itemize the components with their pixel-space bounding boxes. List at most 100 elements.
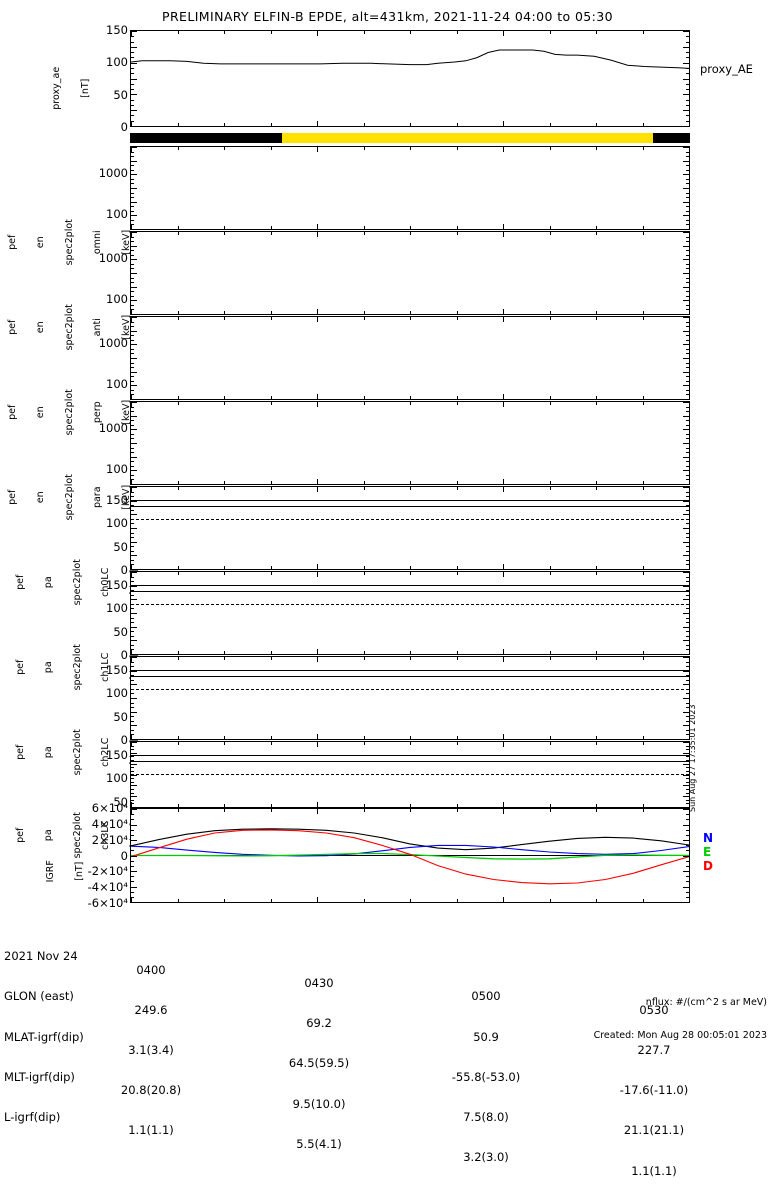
x-tick <box>596 657 597 660</box>
x-tick <box>177 899 179 902</box>
ylabel-line: en <box>34 236 46 249</box>
y-tick <box>131 309 134 311</box>
x-tick <box>270 657 272 660</box>
y-tick <box>683 201 689 203</box>
y-tick <box>131 781 134 783</box>
y-tick <box>683 613 689 614</box>
y-tick <box>131 564 134 566</box>
x-tick <box>503 224 504 229</box>
y-tick <box>131 156 134 158</box>
y-tick <box>131 399 137 400</box>
y-tick <box>131 829 134 831</box>
x-tick <box>270 651 272 654</box>
y-tick <box>131 241 134 243</box>
ytick-igrf-2e4: 2×10⁴ <box>91 832 128 847</box>
x-tick <box>317 649 318 654</box>
ytick-en-omni-1000: 1000 <box>98 166 128 180</box>
x-tick <box>642 232 644 235</box>
y-tick <box>683 871 689 872</box>
x-tick <box>270 402 272 405</box>
y-tick <box>686 394 689 396</box>
x-tick <box>224 311 225 314</box>
y-tick <box>131 626 137 628</box>
x-tick <box>503 402 504 407</box>
x-tick <box>596 147 597 150</box>
y-tick <box>131 456 137 458</box>
y-tick <box>131 716 134 718</box>
y-tick <box>686 73 689 75</box>
panel-en-perp <box>130 316 690 400</box>
x-tick <box>689 649 690 654</box>
x-tick <box>642 31 644 34</box>
y-tick <box>683 763 689 765</box>
ytick-en-omni-100: 100 <box>106 207 128 221</box>
x-tick <box>177 147 179 150</box>
ytick-igrf-m2e4: -2×10⁴ <box>87 864 128 879</box>
ylabel-line: pef <box>6 489 18 505</box>
ylabel-line: pef <box>14 659 26 675</box>
pa-ref-line-100 <box>131 591 689 592</box>
x-tick <box>549 809 551 812</box>
y-tick <box>131 300 137 302</box>
y-tick <box>686 819 689 821</box>
y-tick <box>683 599 689 601</box>
y-tick <box>686 461 689 463</box>
x-tick <box>270 736 272 739</box>
x-tick <box>224 396 225 399</box>
x-tick <box>456 736 458 739</box>
x-tick <box>642 147 644 150</box>
x-tick <box>549 487 551 490</box>
x-tick <box>177 572 179 575</box>
y-tick <box>686 881 689 883</box>
y-tick <box>683 147 689 148</box>
y-tick <box>686 353 689 355</box>
y-tick <box>131 702 134 704</box>
y-tick <box>131 188 137 189</box>
y-tick <box>131 670 137 672</box>
x-tick <box>224 572 225 575</box>
y-tick <box>131 317 137 318</box>
y-tick <box>683 684 689 686</box>
ytick-igrf-0: 0 <box>120 848 128 863</box>
x-tick <box>456 311 458 314</box>
y-tick <box>131 745 134 747</box>
y-tick <box>683 824 689 826</box>
x-tick <box>363 226 365 229</box>
x-tick <box>224 566 225 569</box>
x-tick <box>363 232 365 235</box>
y-tick <box>131 902 137 903</box>
y-tick <box>131 479 134 481</box>
x-tick <box>596 481 597 484</box>
y-tick <box>686 716 689 718</box>
y-tick <box>131 282 134 284</box>
y-tick <box>131 514 137 516</box>
y-tick <box>686 348 689 350</box>
y-tick <box>131 433 134 435</box>
x-tick <box>363 742 365 745</box>
y-tick <box>131 585 137 587</box>
x-tick <box>596 566 597 569</box>
x-tick <box>503 147 504 152</box>
panel-en-omni <box>130 146 690 230</box>
x-tick <box>410 402 411 405</box>
y-tick <box>686 491 689 493</box>
y-tick <box>686 778 689 780</box>
y-tick <box>686 756 689 758</box>
x-tick <box>410 899 411 902</box>
ylabel-line: para <box>91 486 103 509</box>
y-tick <box>131 505 134 507</box>
y-tick <box>131 799 134 801</box>
x-tick <box>642 657 644 660</box>
y-tick <box>686 729 689 731</box>
y-tick <box>686 183 689 185</box>
y-tick <box>686 896 689 898</box>
y-tick <box>683 402 689 403</box>
y-tick <box>686 156 689 158</box>
y-tick <box>131 855 137 857</box>
x-tick <box>503 31 504 36</box>
x-tick <box>131 487 132 492</box>
x-tick <box>131 309 132 314</box>
ylabel-line: spec2plot <box>71 644 83 691</box>
y-tick <box>131 89 134 91</box>
x-tick <box>410 804 411 807</box>
